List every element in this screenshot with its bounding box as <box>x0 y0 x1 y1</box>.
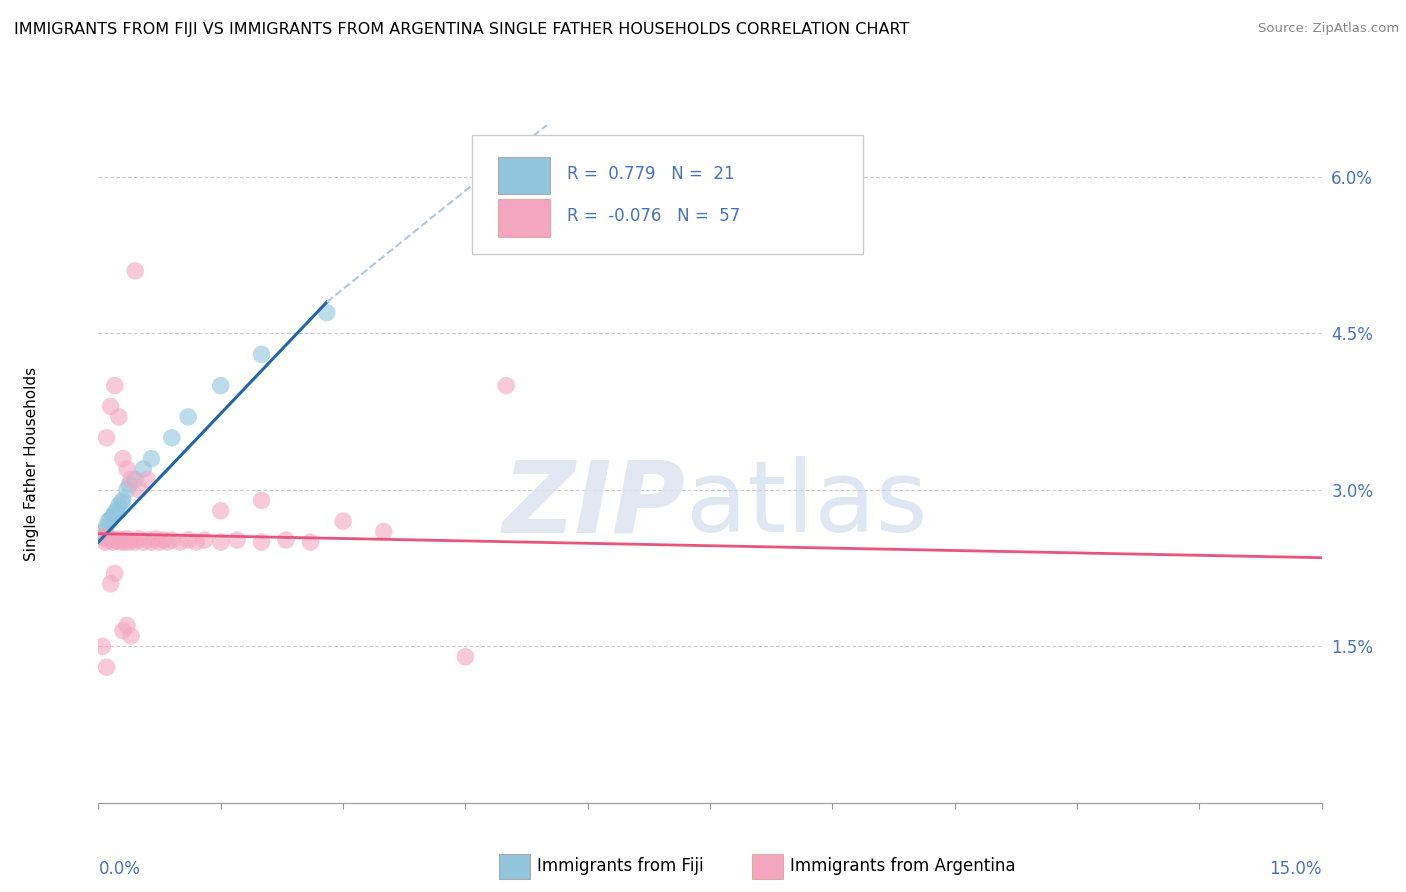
Bar <box>498 200 550 236</box>
Point <box>209 504 232 518</box>
Point <box>111 533 134 547</box>
Point <box>136 533 159 547</box>
Point <box>160 533 183 547</box>
Point <box>156 535 179 549</box>
Text: Source: ZipAtlas.com: Source: ZipAtlas.com <box>1258 22 1399 36</box>
Point <box>120 533 142 547</box>
Point <box>105 504 128 518</box>
Text: 0.0%: 0.0% <box>98 860 141 878</box>
Point <box>100 532 122 546</box>
Point <box>115 618 138 632</box>
Point <box>104 533 127 547</box>
Point <box>91 640 114 654</box>
Point <box>250 347 273 361</box>
Point <box>209 378 232 392</box>
Point <box>97 531 120 545</box>
Point <box>152 533 174 547</box>
Text: ZIP: ZIP <box>502 456 686 553</box>
Point <box>110 535 132 549</box>
Point <box>104 378 127 392</box>
Point <box>169 535 191 549</box>
Point <box>124 535 146 549</box>
Point <box>96 533 118 547</box>
Point <box>128 532 150 546</box>
Point <box>100 512 122 526</box>
Point <box>141 451 163 466</box>
Point <box>115 483 138 497</box>
Point <box>114 535 136 549</box>
Point <box>101 508 124 523</box>
Text: R =  0.779   N =  21: R = 0.779 N = 21 <box>567 165 734 183</box>
Point <box>145 532 167 546</box>
Point <box>110 495 132 509</box>
Point <box>209 535 232 549</box>
Point <box>332 514 354 528</box>
Point <box>97 514 120 528</box>
Point <box>108 409 131 424</box>
Point <box>177 409 200 424</box>
Point <box>124 473 146 487</box>
Point <box>132 462 155 476</box>
Point <box>120 629 142 643</box>
Point <box>193 533 215 547</box>
Point <box>100 400 122 414</box>
Point <box>132 535 155 549</box>
Point <box>124 264 146 278</box>
Text: R =  -0.076   N =  57: R = -0.076 N = 57 <box>567 208 740 226</box>
Point <box>96 519 118 533</box>
Point <box>274 533 297 547</box>
Point <box>96 660 118 674</box>
Point <box>96 431 118 445</box>
Point <box>104 506 127 520</box>
Point <box>160 431 183 445</box>
Point <box>454 649 477 664</box>
Point <box>186 535 208 549</box>
Point <box>118 535 141 549</box>
Text: atlas: atlas <box>686 456 927 553</box>
Point <box>105 534 128 549</box>
Text: IMMIGRANTS FROM FIJI VS IMMIGRANTS FROM ARGENTINA SINGLE FATHER HOUSEHOLDS CORRE: IMMIGRANTS FROM FIJI VS IMMIGRANTS FROM … <box>14 22 910 37</box>
Point <box>299 535 322 549</box>
Point <box>111 451 134 466</box>
Point <box>315 305 337 319</box>
Point <box>104 566 127 581</box>
Point <box>226 533 249 547</box>
Point <box>111 493 134 508</box>
Point <box>250 535 273 549</box>
Point <box>250 493 273 508</box>
Point <box>111 624 134 638</box>
Point <box>177 533 200 547</box>
Point <box>108 499 131 513</box>
Point <box>101 535 124 549</box>
Point <box>149 535 172 549</box>
Text: Immigrants from Fiji: Immigrants from Fiji <box>537 857 704 875</box>
Text: 15.0%: 15.0% <box>1270 860 1322 878</box>
Bar <box>498 157 550 194</box>
Point <box>91 530 114 544</box>
Point <box>141 535 163 549</box>
Point <box>115 532 138 546</box>
Point <box>120 473 142 487</box>
Point <box>94 535 117 549</box>
Point <box>136 473 159 487</box>
FancyBboxPatch shape <box>471 135 863 253</box>
Point <box>108 532 131 546</box>
Point <box>495 378 517 392</box>
Point <box>100 576 122 591</box>
Text: Immigrants from Argentina: Immigrants from Argentina <box>790 857 1015 875</box>
Point <box>118 477 141 491</box>
Point <box>94 524 117 539</box>
Point <box>373 524 395 539</box>
Point <box>115 462 138 476</box>
Text: Single Father Households: Single Father Households <box>24 367 38 561</box>
Point <box>128 483 150 497</box>
Point <box>91 530 114 544</box>
